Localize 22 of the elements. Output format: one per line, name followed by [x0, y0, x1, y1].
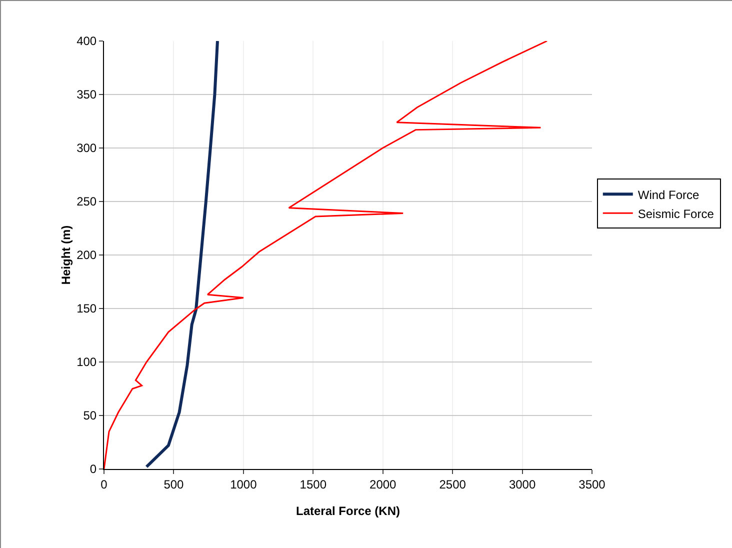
y-axis-title: Height (m) [59, 225, 73, 285]
x-tick-label: 1500 [300, 477, 327, 492]
legend-label: Seismic Force [638, 206, 714, 221]
x-tick-label: 1000 [230, 477, 258, 492]
line-series [145, 41, 219, 468]
y-tick-label: 300 [76, 141, 97, 156]
x-tick-label: 3000 [508, 477, 536, 492]
x-axis-title: Lateral Force (KN) [296, 504, 400, 518]
x-tick-label: 2000 [370, 477, 397, 492]
y-tick-label: 100 [76, 355, 97, 370]
y-tick-label: 200 [76, 248, 97, 262]
y-tick-label: 250 [76, 194, 97, 209]
x-tick-label: 3500 [578, 477, 606, 492]
y-tick-label: 50 [83, 408, 97, 423]
y-tick-label: 0 [90, 462, 97, 476]
x-tick-label: 500 [164, 477, 184, 492]
y-tick-label: 350 [76, 88, 97, 102]
legend-label: Wind Force [638, 188, 700, 202]
x-tick-label: 2500 [439, 477, 466, 492]
y-tick-label: 400 [76, 34, 97, 48]
y-tick-label: 150 [76, 302, 97, 316]
x-tick-label: 0 [100, 477, 108, 492]
